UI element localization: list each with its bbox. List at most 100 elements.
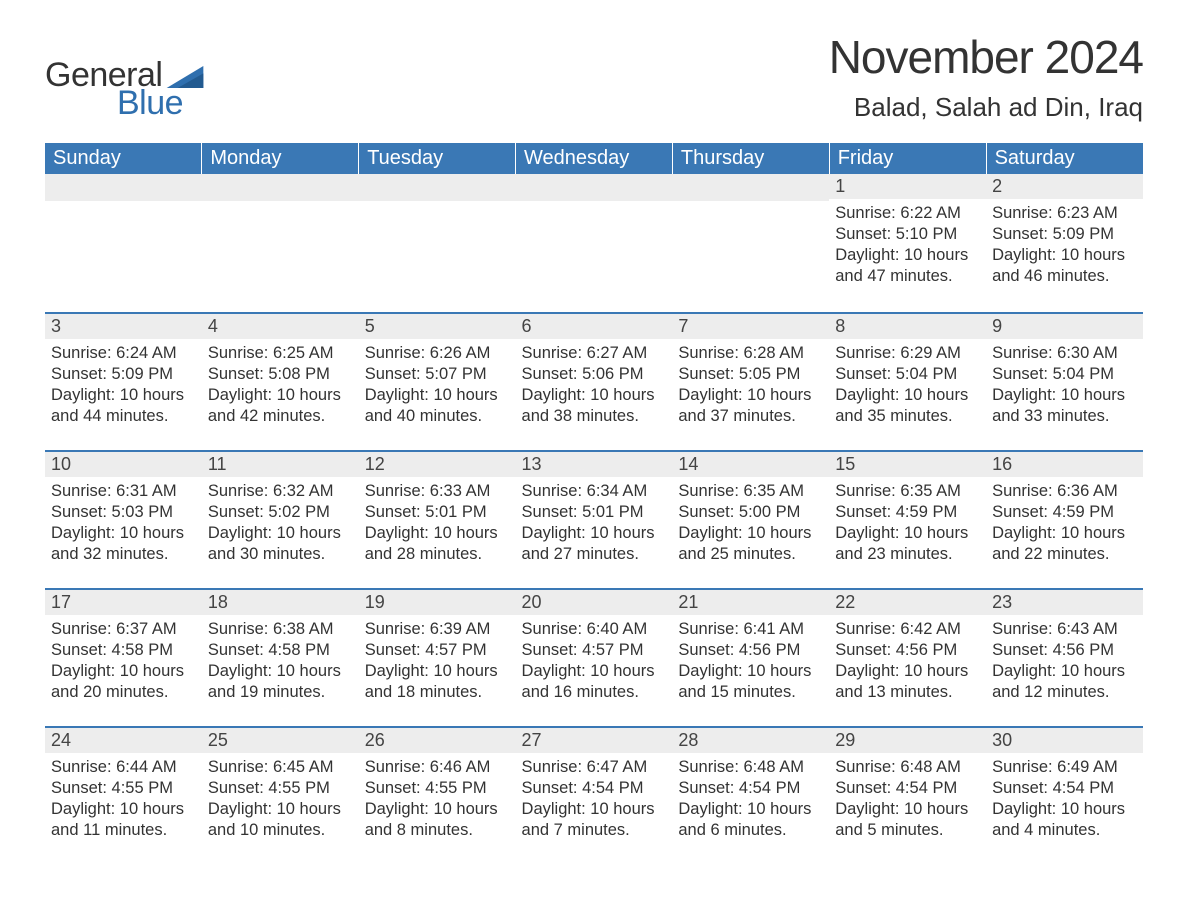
day-detail: Sunrise: 6:42 AMSunset: 4:56 PMDaylight:… [829, 615, 986, 703]
daylight-line1: Daylight: 10 hours [992, 799, 1137, 820]
daylight-line1: Daylight: 10 hours [678, 799, 823, 820]
sunrise-text: Sunrise: 6:41 AM [678, 619, 823, 640]
day-detail: Sunrise: 6:25 AMSunset: 5:08 PMDaylight:… [202, 339, 359, 427]
daylight-line1: Daylight: 10 hours [835, 661, 980, 682]
calendar-day-cell: 7Sunrise: 6:28 AMSunset: 5:05 PMDaylight… [672, 312, 829, 450]
daylight-line2: and 6 minutes. [678, 820, 823, 841]
sunset-text: Sunset: 5:06 PM [522, 364, 667, 385]
calendar-day-cell [359, 174, 516, 312]
day-number: 11 [202, 450, 359, 477]
daylight-line2: and 18 minutes. [365, 682, 510, 703]
calendar-day-cell: 18Sunrise: 6:38 AMSunset: 4:58 PMDayligh… [202, 588, 359, 726]
daylight-line2: and 25 minutes. [678, 544, 823, 565]
calendar-day-cell: 23Sunrise: 6:43 AMSunset: 4:56 PMDayligh… [986, 588, 1143, 726]
calendar-week-row: 10Sunrise: 6:31 AMSunset: 5:03 PMDayligh… [45, 450, 1143, 588]
day-number: 10 [45, 450, 202, 477]
calendar-day-cell: 20Sunrise: 6:40 AMSunset: 4:57 PMDayligh… [516, 588, 673, 726]
sunrise-text: Sunrise: 6:39 AM [365, 619, 510, 640]
calendar-day-cell [672, 174, 829, 312]
daylight-line1: Daylight: 10 hours [208, 661, 353, 682]
daylight-line1: Daylight: 10 hours [208, 799, 353, 820]
sunrise-text: Sunrise: 6:45 AM [208, 757, 353, 778]
day-detail: Sunrise: 6:24 AMSunset: 5:09 PMDaylight:… [45, 339, 202, 427]
sunrise-text: Sunrise: 6:44 AM [51, 757, 196, 778]
weekday-header: Friday [829, 143, 986, 174]
sunrise-text: Sunrise: 6:22 AM [835, 203, 980, 224]
day-number: 26 [359, 726, 516, 753]
daylight-line1: Daylight: 10 hours [51, 799, 196, 820]
day-number: 29 [829, 726, 986, 753]
sunset-text: Sunset: 4:54 PM [835, 778, 980, 799]
calendar-day-cell [516, 174, 673, 312]
daylight-line1: Daylight: 10 hours [365, 385, 510, 406]
day-number: 17 [45, 588, 202, 615]
daylight-line1: Daylight: 10 hours [992, 523, 1137, 544]
day-number: 4 [202, 312, 359, 339]
daylight-line1: Daylight: 10 hours [835, 799, 980, 820]
weekday-header: Monday [202, 143, 359, 174]
sunrise-text: Sunrise: 6:37 AM [51, 619, 196, 640]
calendar-day-cell: 12Sunrise: 6:33 AMSunset: 5:01 PMDayligh… [359, 450, 516, 588]
day-detail: Sunrise: 6:23 AMSunset: 5:09 PMDaylight:… [986, 199, 1143, 287]
calendar-day-cell: 26Sunrise: 6:46 AMSunset: 4:55 PMDayligh… [359, 726, 516, 864]
daylight-line2: and 35 minutes. [835, 406, 980, 427]
day-number: 18 [202, 588, 359, 615]
sunrise-text: Sunrise: 6:42 AM [835, 619, 980, 640]
calendar-day-cell: 4Sunrise: 6:25 AMSunset: 5:08 PMDaylight… [202, 312, 359, 450]
sunset-text: Sunset: 4:56 PM [678, 640, 823, 661]
calendar-day-cell: 13Sunrise: 6:34 AMSunset: 5:01 PMDayligh… [516, 450, 673, 588]
day-number: 5 [359, 312, 516, 339]
day-number: 22 [829, 588, 986, 615]
daylight-line2: and 15 minutes. [678, 682, 823, 703]
day-number-band-empty [516, 174, 673, 201]
day-number: 28 [672, 726, 829, 753]
month-title: November 2024 [829, 30, 1143, 84]
calendar-day-cell: 8Sunrise: 6:29 AMSunset: 5:04 PMDaylight… [829, 312, 986, 450]
day-detail: Sunrise: 6:30 AMSunset: 5:04 PMDaylight:… [986, 339, 1143, 427]
daylight-line2: and 23 minutes. [835, 544, 980, 565]
day-number: 13 [516, 450, 673, 477]
sunset-text: Sunset: 5:05 PM [678, 364, 823, 385]
day-number: 25 [202, 726, 359, 753]
sunset-text: Sunset: 5:09 PM [992, 224, 1137, 245]
daylight-line2: and 20 minutes. [51, 682, 196, 703]
sunset-text: Sunset: 4:55 PM [365, 778, 510, 799]
daylight-line1: Daylight: 10 hours [208, 523, 353, 544]
day-number: 1 [829, 174, 986, 199]
calendar-day-cell: 16Sunrise: 6:36 AMSunset: 4:59 PMDayligh… [986, 450, 1143, 588]
calendar-day-cell: 9Sunrise: 6:30 AMSunset: 5:04 PMDaylight… [986, 312, 1143, 450]
day-number: 24 [45, 726, 202, 753]
sunrise-text: Sunrise: 6:48 AM [678, 757, 823, 778]
daylight-line2: and 33 minutes. [992, 406, 1137, 427]
day-number: 23 [986, 588, 1143, 615]
sunset-text: Sunset: 4:55 PM [208, 778, 353, 799]
day-number: 30 [986, 726, 1143, 753]
sunrise-text: Sunrise: 6:46 AM [365, 757, 510, 778]
day-detail: Sunrise: 6:32 AMSunset: 5:02 PMDaylight:… [202, 477, 359, 565]
daylight-line2: and 22 minutes. [992, 544, 1137, 565]
day-detail: Sunrise: 6:38 AMSunset: 4:58 PMDaylight:… [202, 615, 359, 703]
day-number: 14 [672, 450, 829, 477]
sunrise-text: Sunrise: 6:35 AM [678, 481, 823, 502]
weekday-header-row: SundayMondayTuesdayWednesdayThursdayFrid… [45, 143, 1143, 174]
sunrise-text: Sunrise: 6:25 AM [208, 343, 353, 364]
daylight-line1: Daylight: 10 hours [522, 523, 667, 544]
header-region: General Blue November 2024 Balad, Salah … [45, 30, 1143, 123]
sunset-text: Sunset: 4:54 PM [678, 778, 823, 799]
daylight-line1: Daylight: 10 hours [208, 385, 353, 406]
daylight-line2: and 19 minutes. [208, 682, 353, 703]
day-number: 12 [359, 450, 516, 477]
calendar-day-cell: 15Sunrise: 6:35 AMSunset: 4:59 PMDayligh… [829, 450, 986, 588]
sunrise-text: Sunrise: 6:38 AM [208, 619, 353, 640]
daylight-line2: and 27 minutes. [522, 544, 667, 565]
page-heading: November 2024 Balad, Salah ad Din, Iraq [829, 30, 1143, 123]
day-detail: Sunrise: 6:46 AMSunset: 4:55 PMDaylight:… [359, 753, 516, 841]
daylight-line2: and 42 minutes. [208, 406, 353, 427]
daylight-line2: and 5 minutes. [835, 820, 980, 841]
day-number: 3 [45, 312, 202, 339]
day-detail: Sunrise: 6:27 AMSunset: 5:06 PMDaylight:… [516, 339, 673, 427]
day-number: 8 [829, 312, 986, 339]
sunset-text: Sunset: 5:01 PM [365, 502, 510, 523]
weekday-header: Saturday [986, 143, 1143, 174]
day-detail: Sunrise: 6:35 AMSunset: 5:00 PMDaylight:… [672, 477, 829, 565]
